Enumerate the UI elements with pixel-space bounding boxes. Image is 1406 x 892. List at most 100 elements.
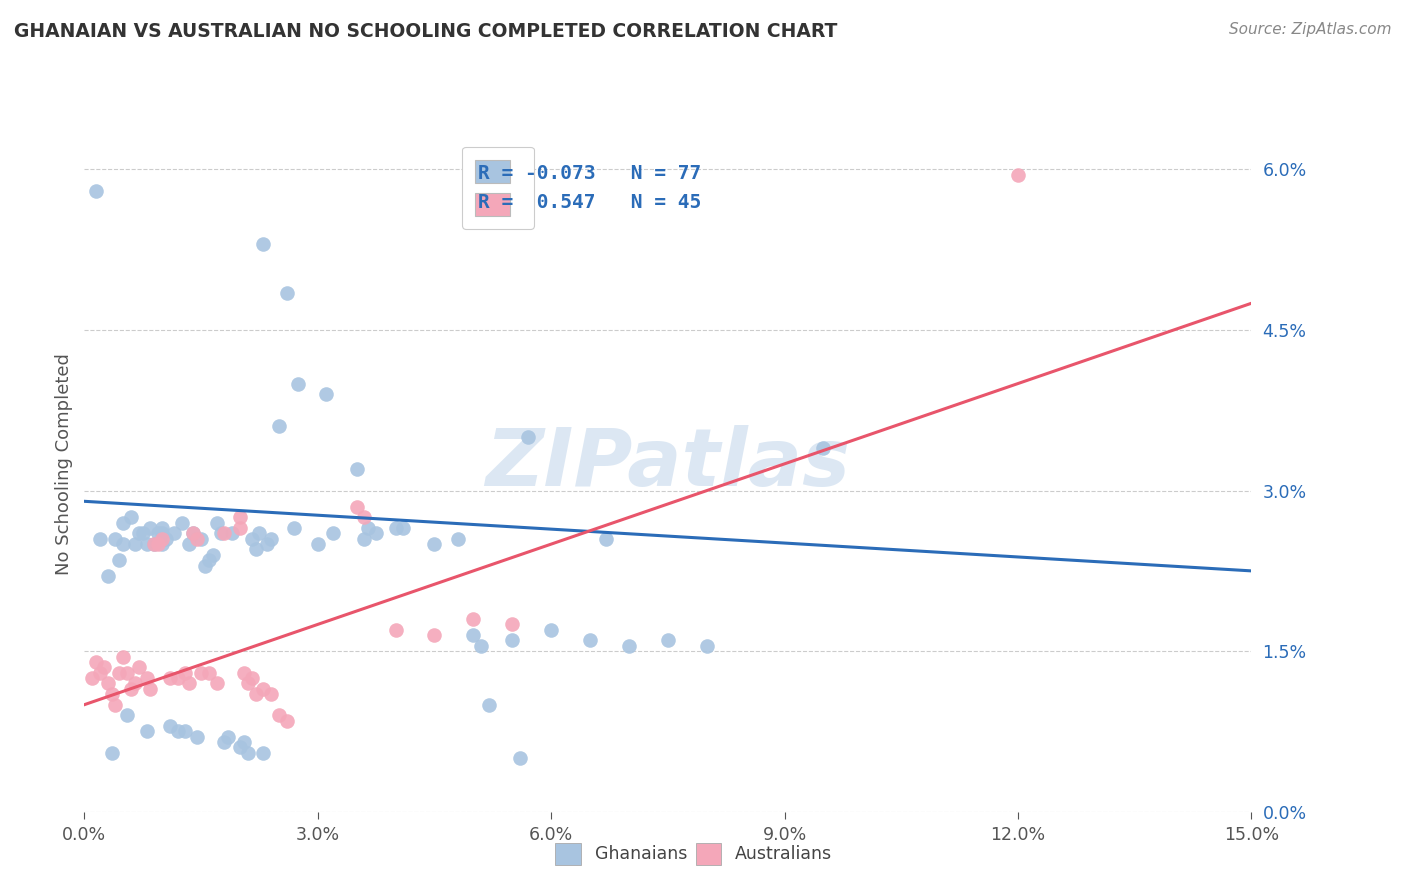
Point: [201, 548, 224, 562]
Text: Source: ZipAtlas.com: Source: ZipAtlas.com: [1229, 22, 1392, 37]
Point: [104, 698, 127, 712]
Point: [236, 746, 259, 760]
Point: [221, 526, 243, 541]
Point: [501, 617, 523, 632]
Text: Ghanaians: Ghanaians: [595, 845, 688, 863]
Point: [509, 751, 531, 765]
Point: [112, 649, 135, 664]
Point: [93, 660, 115, 674]
Point: [155, 532, 177, 546]
Point: [139, 681, 162, 696]
Point: [89, 665, 111, 680]
Point: [287, 376, 309, 391]
Point: [135, 724, 157, 739]
Point: [357, 521, 380, 535]
Point: [617, 639, 640, 653]
Point: [186, 532, 208, 546]
Point: [209, 526, 232, 541]
Text: R = -0.073   N = 77: R = -0.073 N = 77: [478, 163, 700, 183]
Point: [128, 526, 150, 541]
Point: [260, 532, 283, 546]
Point: [353, 532, 375, 546]
Text: R =  0.547   N = 45: R = 0.547 N = 45: [478, 194, 700, 212]
Point: [186, 730, 208, 744]
Point: [657, 633, 679, 648]
Point: [179, 537, 201, 551]
Text: GHANAIAN VS AUSTRALIAN NO SCHOOLING COMPLETED CORRELATION CHART: GHANAIAN VS AUSTRALIAN NO SCHOOLING COMP…: [14, 22, 838, 41]
Point: [97, 569, 120, 583]
Point: [148, 526, 170, 541]
Point: [276, 285, 298, 300]
Point: [112, 516, 135, 530]
Point: [205, 516, 228, 530]
Point: [447, 532, 470, 546]
Point: [322, 526, 344, 541]
Point: [240, 532, 263, 546]
Point: [148, 537, 170, 551]
Point: [595, 532, 617, 546]
Point: [135, 671, 157, 685]
Point: [150, 537, 173, 551]
Point: [84, 184, 107, 198]
Point: [463, 612, 485, 626]
Point: [392, 521, 415, 535]
Point: [276, 714, 298, 728]
Point: [217, 730, 239, 744]
Point: [240, 671, 263, 685]
Point: [120, 681, 142, 696]
Point: [267, 708, 290, 723]
Point: [108, 553, 131, 567]
Point: [190, 665, 212, 680]
Point: [143, 537, 166, 551]
Point: [163, 526, 186, 541]
Point: [245, 542, 267, 557]
Point: [283, 521, 305, 535]
Point: [423, 628, 446, 642]
Point: [478, 698, 501, 712]
Point: [112, 537, 135, 551]
Point: [501, 633, 523, 648]
Point: [346, 500, 368, 514]
Point: [384, 521, 406, 535]
Point: [198, 665, 221, 680]
Point: [181, 526, 204, 541]
Point: [463, 628, 485, 642]
Point: [159, 671, 181, 685]
Point: [159, 719, 181, 733]
Point: [115, 665, 138, 680]
Point: [89, 532, 111, 546]
Point: [307, 537, 329, 551]
Point: [97, 676, 120, 690]
Point: [139, 521, 162, 535]
Point: [179, 676, 201, 690]
Point: [166, 724, 188, 739]
Point: [194, 558, 217, 573]
Point: [423, 537, 446, 551]
Point: [236, 676, 259, 690]
Point: [245, 687, 267, 701]
Point: [150, 521, 173, 535]
Point: [260, 687, 283, 701]
Point: [516, 430, 538, 444]
Point: [813, 441, 835, 455]
Point: [100, 746, 122, 760]
Point: [120, 510, 142, 524]
Point: [143, 537, 166, 551]
Point: [128, 660, 150, 674]
Text: ZIPatlas: ZIPatlas: [485, 425, 851, 503]
Point: [170, 516, 193, 530]
Point: [229, 521, 252, 535]
Point: [247, 526, 270, 541]
Point: [132, 526, 155, 541]
Point: [108, 665, 131, 680]
Point: [150, 532, 173, 546]
Point: [82, 671, 104, 685]
Point: [100, 687, 122, 701]
Point: [252, 746, 274, 760]
Point: [353, 510, 375, 524]
Point: [174, 665, 197, 680]
Point: [267, 419, 290, 434]
Point: [124, 537, 146, 551]
Point: [190, 532, 212, 546]
Point: [214, 735, 236, 749]
